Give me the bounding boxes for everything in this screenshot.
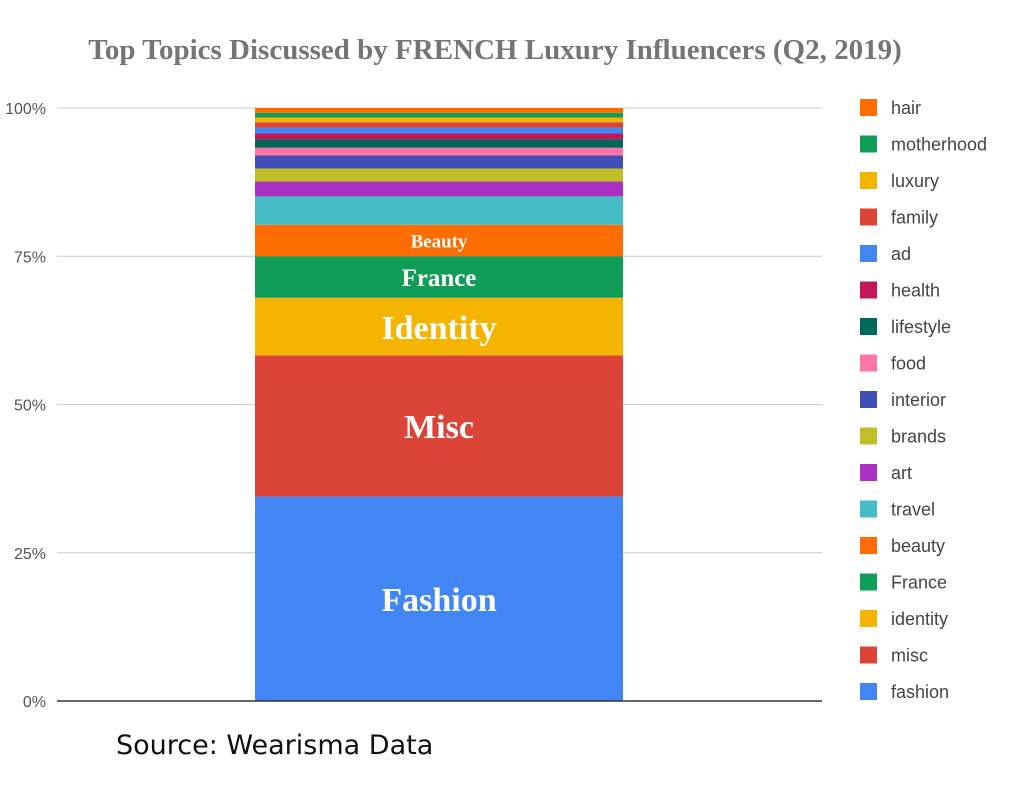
legend-label-misc: misc	[891, 646, 928, 666]
legend-swatch-interior	[860, 391, 877, 408]
y-tick-label: 50%	[14, 398, 46, 415]
legend-swatch-ad	[860, 245, 877, 262]
bar-segment-ad	[255, 127, 623, 134]
legend: hair motherhood luxury family ad health lifest…	[860, 98, 987, 702]
segment-label-identity: Identity	[381, 310, 496, 347]
bar-segment-misc	[255, 355, 623, 497]
bar-segment-motherhood	[255, 112, 623, 118]
bar-segments	[255, 108, 623, 701]
segment-label-beauty: Beauty	[411, 231, 468, 252]
bar-segment-art	[255, 181, 623, 197]
legend-swatch-luxury	[860, 172, 877, 189]
bar-segment-family	[255, 122, 623, 128]
bar-segment-identity	[255, 297, 623, 356]
source-note: Source: Wearisma Data	[116, 730, 434, 761]
y-tick-label: 0%	[23, 694, 46, 711]
legend-label-family: family	[891, 208, 938, 228]
legend-label-motherhood: motherhood	[891, 135, 987, 155]
legend-label-food: food	[891, 354, 926, 374]
legend-label-interior: interior	[891, 390, 946, 410]
bar-segment-health	[255, 133, 623, 140]
bar-segment-hair	[255, 108, 623, 113]
y-tick-label: 25%	[14, 546, 46, 563]
segment-labels: Fashion Misc Identity France Beauty	[381, 231, 496, 619]
chart-title: Top Topics Discussed by FRENCH Luxury In…	[88, 34, 902, 66]
legend-label-identity: identity	[891, 609, 948, 629]
legend-swatch-brands	[860, 427, 877, 445]
legend-label-brands: brands	[891, 427, 946, 447]
segment-label-france: France	[402, 265, 477, 292]
legend-swatch-art	[860, 464, 877, 481]
legend-swatch-fashion	[860, 683, 877, 700]
y-axis-ticks: 0% 25% 50% 75% 100%	[5, 101, 46, 711]
bar-segment-food	[255, 147, 623, 156]
legend-swatch-lifestyle	[860, 318, 877, 335]
legend-swatch-family	[860, 208, 877, 226]
legend-label-health: health	[891, 281, 940, 301]
segment-label-misc: Misc	[404, 409, 474, 446]
legend-swatch-hair	[860, 99, 877, 116]
legend-swatch-food	[860, 354, 877, 372]
y-tick-label: 75%	[14, 249, 46, 266]
legend-label-travel: travel	[891, 500, 935, 520]
y-tick-label: 100%	[5, 101, 46, 118]
bar-segment-travel	[255, 196, 623, 225]
legend-swatch-identity	[860, 610, 877, 627]
legend-label-fashion: fashion	[891, 682, 949, 702]
legend-label-art: art	[891, 463, 912, 483]
legend-swatch-misc	[860, 646, 877, 664]
legend-swatch-travel	[860, 500, 877, 518]
segment-label-fashion: Fashion	[381, 582, 496, 619]
legend-swatch-france	[860, 573, 877, 591]
legend-swatch-beauty	[860, 537, 877, 554]
legend-swatch-health	[860, 281, 877, 299]
bar-segment-lifestyle	[255, 139, 623, 148]
bar-segment-fashion	[255, 496, 623, 701]
legend-label-luxury: luxury	[891, 171, 939, 191]
legend-label-lifestyle: lifestyle	[891, 317, 951, 337]
legend-label-hair: hair	[891, 98, 921, 118]
bar-segment-interior	[255, 155, 623, 169]
legend-label-france: France	[891, 573, 947, 593]
bar-segment-luxury	[255, 117, 623, 123]
legend-label-beauty: beauty	[891, 536, 945, 556]
bar-segment-brands	[255, 168, 623, 182]
bar-segment-france	[255, 256, 623, 298]
bar-segment-beauty	[255, 224, 623, 257]
legend-swatch-motherhood	[860, 135, 877, 153]
legend-label-ad: ad	[891, 244, 911, 264]
